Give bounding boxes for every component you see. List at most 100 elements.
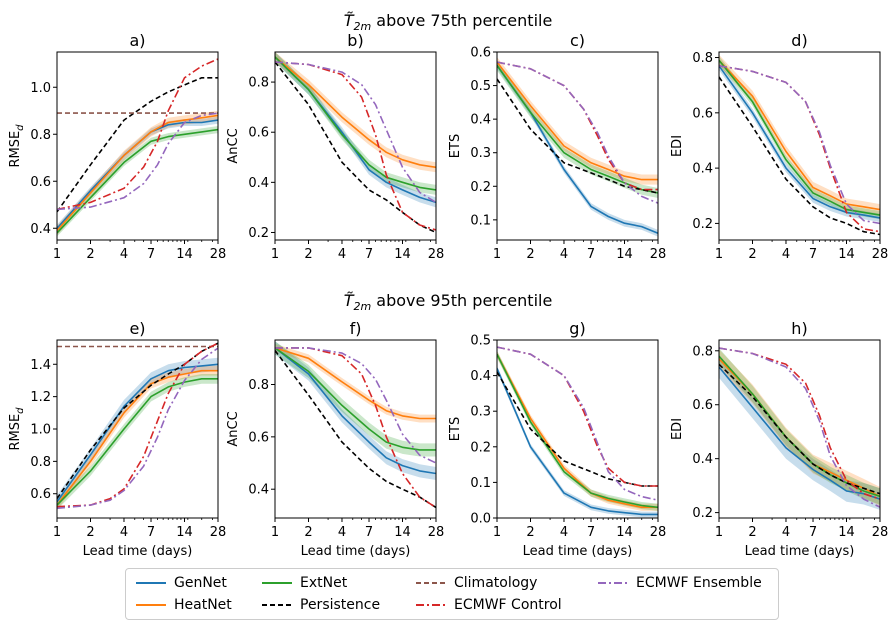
x-tick-label-c-2: 4: [560, 247, 568, 262]
axes-frame-g: [496, 339, 659, 519]
line-heatnet-f: [275, 347, 436, 420]
line-persistence-e: [57, 342, 218, 500]
y-tick-label-h-2: 0.6: [692, 398, 713, 413]
x-tick-label-b-3: 7: [365, 247, 373, 262]
x-tick-label-c-0: 1: [493, 247, 501, 262]
line-gennet-a: [57, 119, 218, 229]
x-axis-label-e: Lead time (days): [83, 544, 193, 559]
y-tick-label-f-2: 0.8: [248, 378, 269, 393]
y-tick-label-h-3: 0.8: [692, 344, 713, 359]
line-ecmwf-control-f: [275, 347, 436, 509]
line-ecmwf-ensemble-d: [719, 65, 880, 225]
x-tick-label-h-4: 14: [838, 525, 855, 540]
line-gennet-g: [497, 368, 658, 516]
legend-label-ecmwf-ensemble: ECMWF Ensemble: [636, 575, 762, 591]
y-axis-label-d: EDI: [670, 135, 685, 157]
legend-swatch-extnet: [262, 582, 292, 584]
legend-swatch-climatology: [416, 582, 446, 584]
y-axis-label-b: AnCC: [226, 128, 241, 163]
line-ecmwf-ensemble-h: [719, 347, 880, 508]
band-extnet-g: [497, 350, 658, 511]
line-persistence-f: [275, 350, 436, 509]
x-tick-label-d-3: 7: [809, 247, 817, 262]
line-gennet-h: [719, 366, 880, 500]
x-tick-label-h-0: 1: [715, 525, 723, 540]
x-tick-label-g-5: 28: [650, 525, 667, 540]
panel-label-g: g): [569, 319, 585, 338]
line-heatnet-a: [57, 114, 218, 232]
x-tick-label-b-2: 4: [338, 247, 346, 262]
y-axis-label-g: ETS: [448, 417, 463, 441]
line-extnet-a: [57, 128, 218, 234]
line-gennet-e: [57, 363, 218, 503]
line-gennet-d: [719, 65, 880, 219]
y-tick-label-d-2: 0.6: [692, 106, 713, 121]
panel-e: e) 1 2 4 7 14 28 0.6 0.8 1.0 1.2 1.4 RMSEd Lead time …: [8, 319, 226, 559]
line-extnet-e: [57, 377, 218, 506]
band-extnet-d: [719, 56, 880, 220]
y-tick-label-e-0: 0.6: [30, 487, 51, 502]
x-tick-label-g-2: 4: [560, 525, 568, 540]
line-gennet-f: [275, 347, 436, 475]
line-persistence-g: [497, 371, 658, 487]
y-tick-label-g-0: 0.0: [470, 512, 491, 527]
panel-label-a: a): [129, 31, 145, 50]
y-tick-label-f-0: 0.4: [248, 483, 269, 498]
legend-item-extnet: ExtNet: [262, 573, 347, 593]
band-heatnet-d: [719, 54, 880, 216]
legend-swatch-ecmwf-ensemble: [598, 582, 628, 584]
legend-label-climatology: Climatology: [454, 575, 538, 591]
y-tick-label-d-3: 0.8: [692, 51, 713, 66]
panel-h: h) 1 2 4 7 14 28 0.2 0.4 0.6 0.8 EDI Lead time (days…: [670, 319, 888, 559]
x-tick-label-a-4: 14: [176, 247, 193, 262]
axes-frame-h: [718, 339, 881, 519]
panel-g: g) 1 2 4 7 14 28 0.0 0.1 0.2 0.3 0.4 0.5 ETS Lead time…: [448, 319, 666, 559]
axes-frame-b: [274, 51, 437, 241]
x-tick-label-e-2: 4: [120, 525, 128, 540]
line-heatnet-e: [57, 369, 218, 506]
y-tick-label-b-1: 0.4: [248, 176, 269, 191]
axes-frame-f: [274, 339, 437, 519]
x-tick-label-f-1: 2: [304, 525, 312, 540]
plot-area-c: [497, 57, 658, 237]
y-tick-label-a-3: 1.0: [30, 81, 51, 96]
y-axis-label-h: EDI: [670, 418, 685, 440]
line-persistence-d: [719, 76, 880, 236]
y-tick-label-c-1: 0.2: [470, 180, 491, 195]
panel-label-e: e): [129, 319, 145, 338]
x-tick-label-g-1: 2: [526, 525, 534, 540]
x-tick-label-g-4: 14: [616, 525, 633, 540]
legend-item-heatnet: HeatNet: [136, 595, 232, 615]
line-persistence-b: [275, 61, 436, 234]
x-tick-label-c-4: 14: [616, 247, 633, 262]
y-tick-label-d-1: 0.4: [692, 162, 713, 177]
line-heatnet-c: [497, 61, 658, 181]
x-tick-label-c-1: 2: [526, 247, 534, 262]
y-tick-label-a-0: 0.4: [30, 222, 51, 237]
y-tick-label-g-1: 0.1: [470, 476, 491, 491]
y-tick-label-h-0: 0.2: [692, 506, 713, 521]
x-tick-label-f-0: 1: [271, 525, 279, 540]
x-tick-label-a-3: 7: [147, 247, 155, 262]
y-axis-label-c: ETS: [448, 134, 463, 158]
x-tick-label-e-4: 14: [176, 525, 193, 540]
plot-area-h: [719, 347, 880, 510]
x-tick-label-f-4: 14: [394, 525, 411, 540]
legend-label-gennet: GenNet: [174, 575, 227, 591]
band-heatnet-c: [497, 57, 658, 185]
line-ecmwf-control-d: [719, 65, 880, 233]
y-tick-label-c-2: 0.3: [470, 146, 491, 161]
y-tick-label-c-0: 0.1: [470, 213, 491, 228]
axes-frame-c: [496, 51, 659, 241]
y-tick-label-g-3: 0.3: [470, 405, 491, 420]
legend-swatch-persistence: [262, 604, 292, 606]
line-heatnet-d: [719, 59, 880, 211]
x-tick-label-a-2: 4: [120, 247, 128, 262]
line-ecmwf-control-b: [275, 61, 436, 231]
x-tick-label-a-0: 1: [53, 247, 61, 262]
x-tick-label-b-0: 1: [271, 247, 279, 262]
panel-d: d) 1 2 4 7 14 28 0.2 0.4 0.6 0.8 EDI: [670, 31, 888, 262]
y-tick-label-e-2: 1.0: [30, 423, 51, 438]
x-tick-label-c-5: 28: [650, 247, 667, 262]
